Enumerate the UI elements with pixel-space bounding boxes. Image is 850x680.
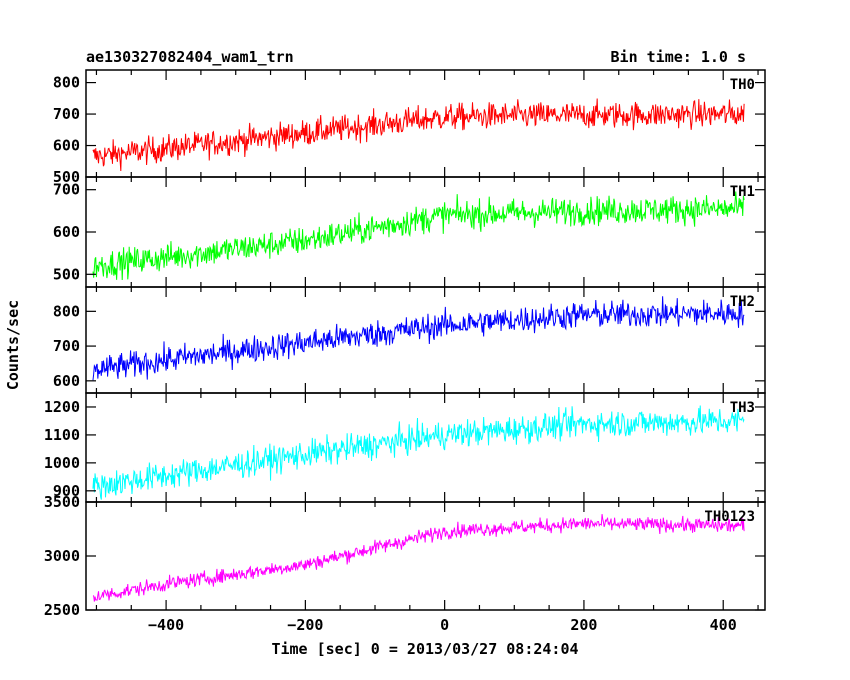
x-tick-label: 0 — [440, 616, 449, 634]
y-tick-label: 500 — [53, 168, 80, 186]
y-tick-label: 800 — [53, 302, 80, 320]
chart-title: ae130327082404_wam1_trn — [86, 48, 294, 66]
y-tick-label: 600 — [53, 223, 80, 241]
y-tick-label: 1100 — [44, 426, 80, 444]
series-line-th2 — [92, 296, 745, 381]
panel-label-th3: TH3 — [730, 400, 755, 416]
panel-th1: 500 600 700 TH1 — [53, 176, 766, 288]
y-tick-label: 2500 — [44, 601, 80, 619]
panels-group: 500 600 700 800 TH0 500 600 700 TH1 600 700 800 TH2 9… — [44, 69, 766, 634]
x-tick-label: −400 — [148, 616, 184, 634]
bin-time-label: Bin time: 1.0 s — [611, 48, 746, 66]
y-tick-label: 700 — [53, 181, 80, 199]
y-tick-label: 500 — [53, 265, 80, 283]
panel-label-th0: TH0 — [730, 77, 755, 93]
panel-th0: 500 600 700 800 TH0 — [53, 69, 766, 186]
x-tick-label: 200 — [570, 616, 597, 634]
y-tick-label: 900 — [53, 482, 80, 500]
panel-frame — [85, 392, 766, 503]
y-tick-label: 3000 — [44, 547, 80, 565]
series-line-th0 — [92, 98, 745, 171]
y-tick-label: 700 — [53, 105, 80, 123]
y-tick-label: 1000 — [44, 454, 80, 472]
panel-th2: 600 700 800 TH2 — [53, 286, 766, 394]
series-line-th0123 — [92, 514, 745, 602]
panel-label-th1: TH1 — [730, 184, 755, 200]
y-tick-label: 800 — [53, 74, 80, 92]
series-line-th3 — [92, 405, 745, 500]
series-line-th1 — [92, 191, 745, 280]
y-tick-label: 700 — [53, 337, 80, 355]
y-tick-label: 600 — [53, 372, 80, 390]
y-axis-label: Counts/sec — [4, 300, 22, 390]
panel-th3: 900 1000 1100 1200 TH3 — [44, 392, 766, 503]
x-tick-label: −200 — [287, 616, 323, 634]
panel-label-th0123: TH0123 — [704, 509, 755, 525]
panel-th0123: 2500 3000 3500 TH0123 — [44, 493, 766, 619]
panel-frame — [85, 69, 766, 178]
x-tick-label: 400 — [710, 616, 737, 634]
y-tick-label: 1200 — [44, 398, 80, 416]
panel-label-th2: TH2 — [730, 294, 755, 310]
y-tick-label: 3500 — [44, 493, 80, 511]
x-axis-label: Time [sec] 0 = 2013/03/27 08:24:04 — [271, 640, 578, 658]
y-tick-label: 600 — [53, 137, 80, 155]
panel-frame — [85, 176, 766, 288]
